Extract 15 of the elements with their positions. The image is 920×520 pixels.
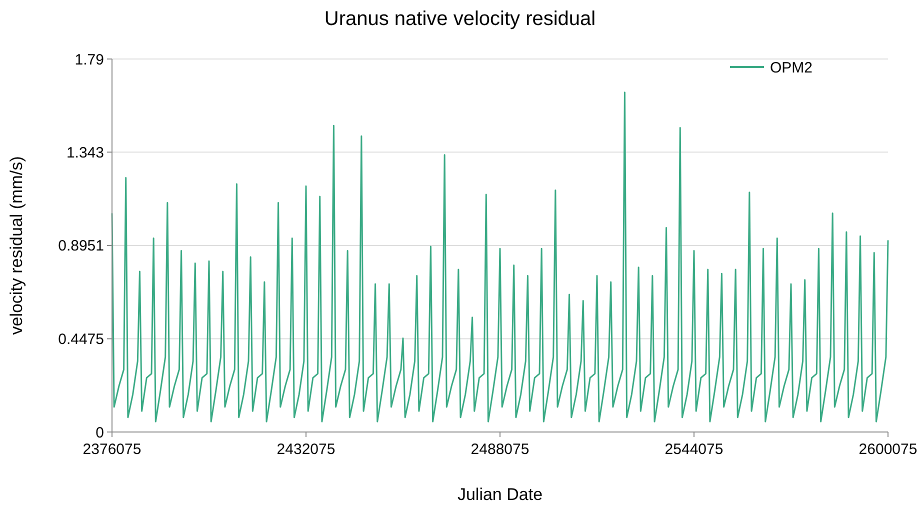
y-axis-title: velocity residual (mm/s) — [7, 156, 26, 335]
legend-label: OPM2 — [770, 59, 813, 76]
x-tick-label: 2376075 — [82, 441, 142, 458]
chart-title: Uranus native velocity residual — [324, 8, 596, 30]
y-tick-label: 1.79 — [74, 51, 104, 68]
x-tick-label: 2544075 — [664, 441, 724, 458]
x-tick-label: 2488075 — [470, 441, 530, 458]
y-tick-label: 0.8951 — [58, 238, 104, 255]
x-axis-title: Julian Date — [457, 485, 543, 504]
y-tick-label: 1.343 — [66, 144, 104, 162]
y-tick-label: 0.4475 — [58, 331, 104, 348]
x-tick-label: 2432075 — [276, 441, 336, 458]
y-tick-label: 0 — [96, 424, 104, 442]
x-tick-label: 2600075 — [858, 441, 918, 458]
line-series — [111, 92, 889, 422]
